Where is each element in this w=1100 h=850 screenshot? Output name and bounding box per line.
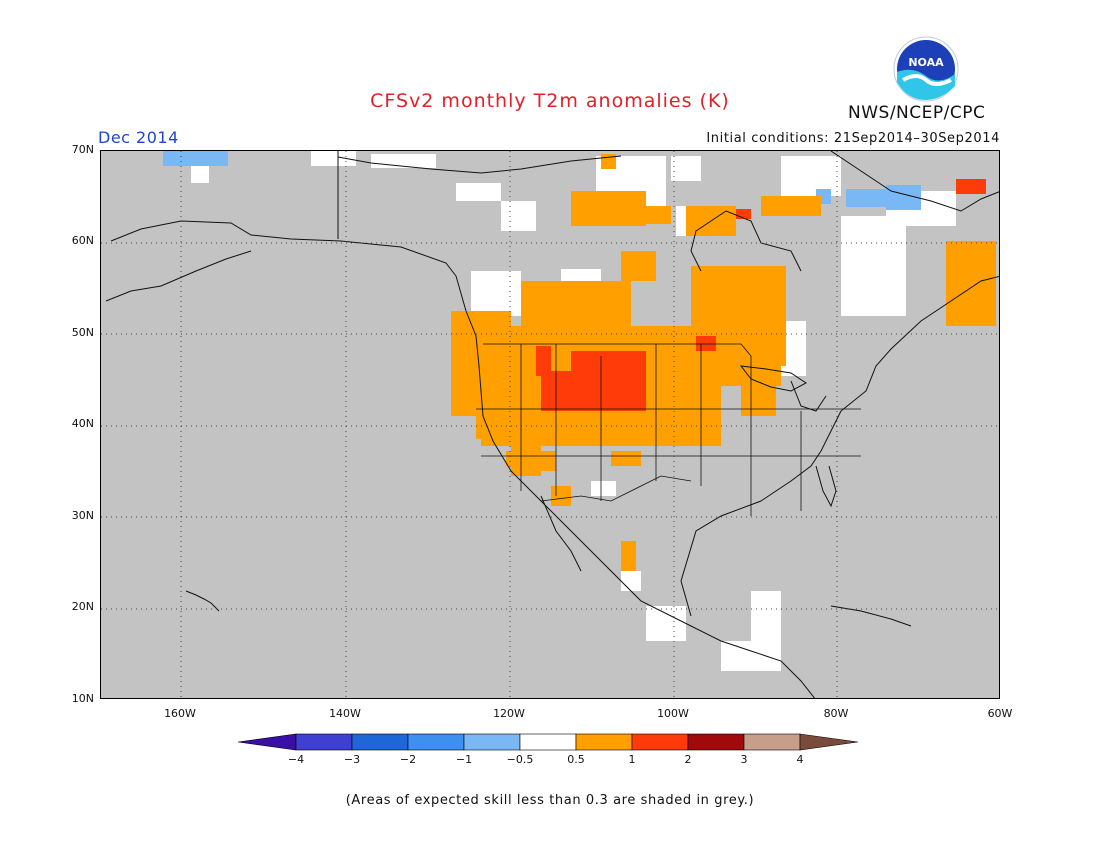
legend-swatch (743, 733, 801, 751)
legend-label: 4 (796, 753, 804, 766)
political-boundaries (476, 343, 861, 516)
anomaly-map (100, 150, 1000, 699)
legend-label: −1 (455, 753, 473, 766)
legend-swatch (463, 733, 521, 751)
lat-tick-30n: 30N (71, 509, 94, 522)
legend-label: 2 (684, 753, 692, 766)
legend-label: 0.5 (567, 753, 585, 766)
coastlines (105, 151, 999, 698)
lon-tick-80w: 80W (823, 707, 849, 720)
org-label: NWS/NCEP/CPC (848, 103, 986, 123)
graticule (101, 151, 999, 698)
legend-label: 1 (628, 753, 636, 766)
legend-swatch (687, 733, 745, 751)
strong-warm-anomaly-areas (536, 179, 986, 411)
skill-footnote: (Areas of expected skill less than 0.3 a… (345, 793, 755, 808)
lon-tick-120w: 120W (493, 707, 525, 720)
map-title: CFSv2 monthly T2m anomalies (K) (370, 90, 730, 112)
logo-text: NOAA (908, 56, 944, 69)
legend-arrow-left (238, 733, 297, 751)
lat-tick-60n: 60N (71, 234, 94, 247)
legend-label: −4 (287, 753, 305, 766)
legend-swatch (519, 733, 577, 751)
lat-tick-50n: 50N (71, 326, 94, 339)
legend-colorbar (238, 733, 859, 751)
lat-tick-10n: 10N (71, 692, 94, 705)
forecast-month: Dec 2014 (98, 128, 179, 147)
legend-swatch (351, 733, 409, 751)
legend-label: −0.5 (506, 753, 534, 766)
legend-label: 3 (740, 753, 748, 766)
legend-label: −2 (399, 753, 417, 766)
lat-tick-40n: 40N (71, 417, 94, 430)
cool-anomaly-areas (163, 151, 921, 210)
legend-label: −3 (343, 753, 361, 766)
lon-tick-140w: 140W (329, 707, 361, 720)
lon-tick-100w: 100W (657, 707, 689, 720)
lat-tick-20n: 20N (71, 600, 94, 613)
legend-swatch (295, 733, 353, 751)
legend-arrow-right (799, 733, 859, 751)
initial-conditions: Initial conditions: 21Sep2014–30Sep2014 (706, 131, 1000, 146)
lon-tick-60w: 60W (987, 707, 1013, 720)
legend-swatch (631, 733, 689, 751)
lat-tick-70n: 70N (71, 143, 94, 156)
legend-swatch (407, 733, 465, 751)
legend-swatch (575, 733, 633, 751)
noaa-logo: NOAA (893, 36, 959, 102)
lon-tick-160w: 160W (164, 707, 196, 720)
